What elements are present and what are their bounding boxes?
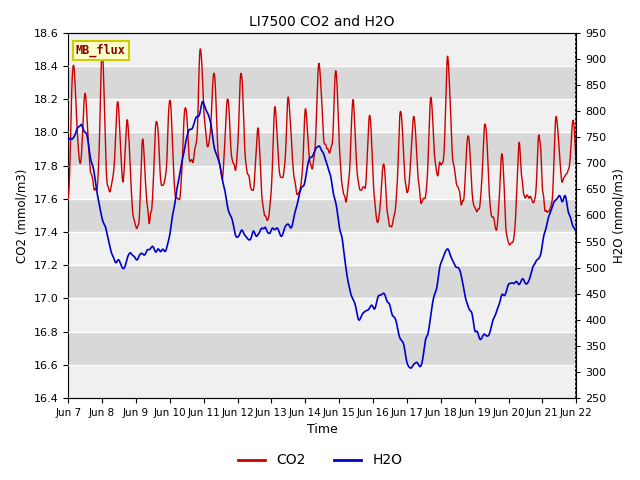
Title: LI7500 CO2 and H2O: LI7500 CO2 and H2O: [250, 15, 395, 29]
Bar: [68, 232, 576, 265]
Y-axis label: H2O (mmol/m3): H2O (mmol/m3): [612, 168, 625, 263]
Bar: [68, 33, 576, 66]
Y-axis label: CO2 (mmol/m3): CO2 (mmol/m3): [15, 168, 28, 263]
Legend: CO2, H2O: CO2, H2O: [232, 448, 408, 473]
X-axis label: Time: Time: [307, 423, 337, 436]
Bar: [68, 99, 576, 132]
Bar: [68, 199, 576, 232]
Bar: [68, 265, 576, 299]
Bar: [68, 166, 576, 199]
Bar: [68, 365, 576, 398]
Bar: [68, 66, 576, 99]
Bar: [68, 299, 576, 332]
Text: MB_flux: MB_flux: [76, 44, 125, 57]
Bar: [68, 132, 576, 166]
Bar: [68, 332, 576, 365]
